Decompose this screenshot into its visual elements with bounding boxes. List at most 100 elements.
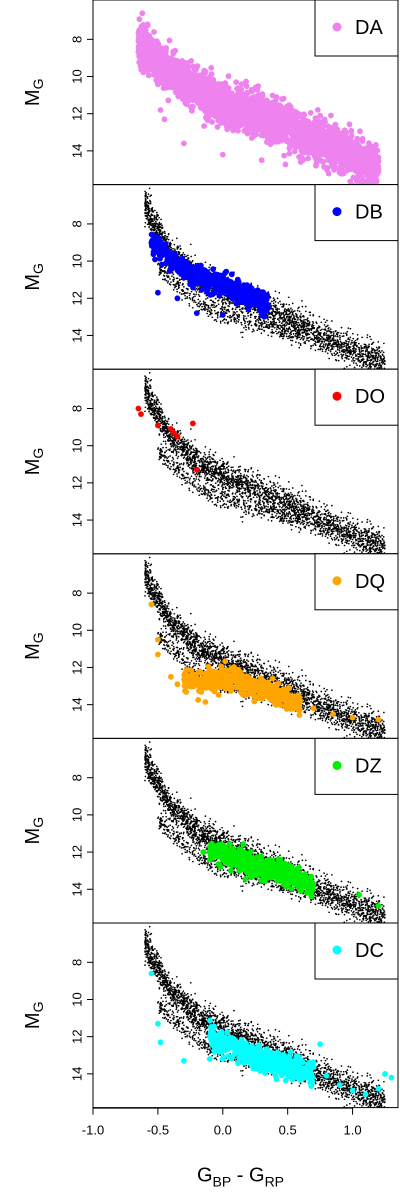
background-point — [349, 364, 351, 367]
background-point — [262, 326, 265, 329]
background-point — [154, 223, 157, 226]
background-point — [315, 341, 317, 344]
background-point — [155, 230, 158, 233]
background-point — [334, 330, 337, 332]
background-point — [299, 343, 302, 345]
background-point — [291, 302, 294, 305]
background-point — [185, 255, 188, 258]
background-point — [148, 187, 151, 190]
background-point — [290, 315, 293, 318]
background-point — [318, 315, 321, 318]
background-point — [355, 354, 358, 357]
background-point — [294, 318, 297, 321]
background-point — [366, 364, 369, 367]
background-point — [307, 327, 309, 330]
data-point — [251, 129, 258, 136]
data-point — [283, 126, 290, 133]
background-point — [342, 353, 345, 356]
background-point — [316, 328, 318, 330]
data-point — [137, 33, 144, 40]
background-point — [286, 315, 289, 318]
data-point — [151, 29, 157, 35]
data-point — [202, 88, 209, 95]
background-point — [269, 320, 272, 323]
background-point — [314, 343, 317, 345]
background-point — [146, 206, 149, 208]
background-point — [375, 346, 378, 349]
background-point — [369, 364, 372, 366]
background-point — [182, 251, 185, 254]
y-tick-label: 14 — [70, 144, 85, 158]
background-point — [346, 355, 348, 357]
background-point — [365, 361, 367, 364]
background-point — [154, 217, 156, 219]
background-point — [345, 365, 348, 368]
data-point — [201, 80, 207, 86]
data-point — [149, 66, 156, 73]
background-point — [338, 334, 341, 337]
data-point — [357, 128, 363, 135]
data-point — [208, 85, 214, 91]
background-point — [277, 317, 279, 320]
data-point — [221, 120, 228, 126]
data-point — [373, 147, 379, 154]
data-point — [337, 130, 343, 137]
background-point — [347, 358, 350, 360]
data-point — [142, 66, 149, 73]
background-point — [358, 348, 361, 351]
background-point — [327, 349, 330, 351]
background-point — [281, 335, 284, 338]
data-point — [372, 160, 379, 166]
background-point — [344, 349, 346, 351]
background-point — [217, 303, 220, 306]
data-point — [295, 123, 302, 130]
background-point — [257, 320, 260, 322]
background-point — [315, 322, 318, 325]
data-point — [268, 129, 274, 136]
background-point — [305, 318, 307, 321]
background-point — [310, 331, 312, 334]
data-point — [209, 119, 216, 125]
data-point — [143, 33, 150, 40]
background-point — [355, 362, 357, 365]
background-point — [144, 221, 147, 224]
background-point — [365, 365, 368, 368]
background-point — [338, 351, 341, 354]
background-point — [324, 344, 327, 347]
background-point — [164, 234, 167, 237]
background-point — [148, 208, 150, 210]
background-point — [314, 331, 316, 334]
background-point — [256, 285, 259, 287]
data-point — [281, 152, 288, 159]
data-point — [140, 46, 147, 53]
background-point — [168, 245, 171, 248]
background-point — [276, 297, 279, 300]
background-point — [378, 349, 381, 352]
background-point — [376, 357, 379, 360]
background-point — [316, 335, 318, 338]
data-point — [259, 123, 265, 129]
background-point — [370, 362, 373, 365]
background-point — [145, 201, 148, 204]
data-point — [367, 162, 374, 169]
background-point — [349, 336, 352, 339]
background-point — [241, 306, 244, 309]
data-point — [335, 139, 342, 145]
background-point — [338, 345, 341, 348]
background-point — [272, 304, 275, 307]
background-point — [290, 311, 293, 313]
background-point — [379, 359, 381, 362]
data-point — [221, 88, 228, 95]
background-point — [176, 246, 179, 249]
background-point — [339, 340, 342, 343]
background-point — [301, 315, 304, 318]
background-point — [149, 201, 152, 203]
background-point — [331, 354, 334, 356]
background-point — [291, 313, 294, 316]
background-point — [157, 226, 159, 229]
background-point — [319, 338, 322, 340]
background-point — [320, 345, 323, 348]
background-point — [369, 365, 371, 368]
